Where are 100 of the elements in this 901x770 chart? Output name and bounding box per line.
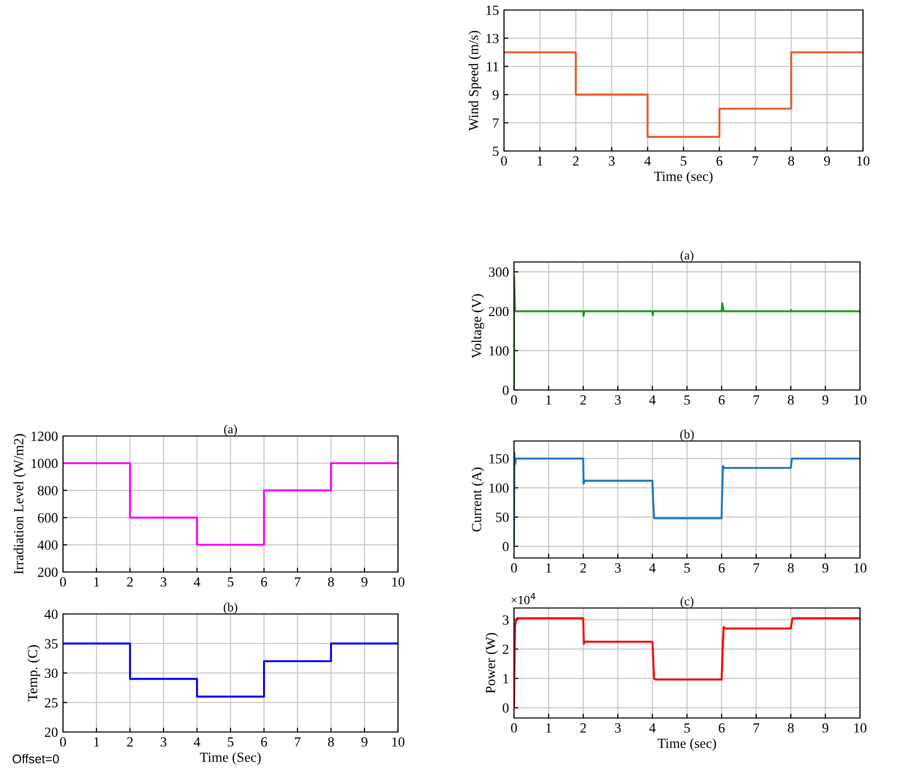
x-tick-label: 1	[94, 737, 100, 746]
x-tick-label: 0	[511, 395, 517, 405]
y-tick-label: 0	[502, 386, 509, 395]
x-tick-label: 3	[608, 156, 615, 166]
x-tick-label: 2	[580, 723, 586, 732]
x-tick-label: 2	[580, 395, 586, 404]
x-tick-label: 4	[649, 563, 656, 572]
x-tick-label: 6	[261, 737, 268, 747]
x-tick-label: 9	[822, 395, 828, 405]
y-axis-title: Current (A)	[472, 468, 484, 532]
x-tick-label: 5	[228, 737, 234, 747]
x-tick-label: 1	[538, 156, 543, 166]
x-tick-label: 6	[718, 563, 725, 573]
y-tick-label: 600	[38, 513, 58, 523]
x-tick-label: 9	[361, 737, 368, 747]
x-tick-label: 4	[194, 737, 200, 746]
y-tick-label: 20	[44, 728, 58, 737]
y-axis-title: Temp. (C)	[27, 645, 40, 702]
x-tick-label: 1	[94, 577, 100, 586]
y-tick-label: 300	[488, 267, 509, 277]
x-tick-label: 7	[754, 395, 760, 404]
line-series	[514, 617, 860, 709]
y-tick-label: 1000	[32, 458, 58, 468]
x-tick-label: 8	[788, 723, 794, 733]
y-tick-label: 0	[502, 703, 509, 713]
x-tick-label: 4	[194, 577, 200, 586]
x-tick-label: 5	[684, 563, 690, 573]
y-tick-label: 1	[503, 674, 508, 684]
x-tick-label: 9	[361, 577, 368, 587]
text: Offset=0	[12, 754, 59, 764]
x-tick-label: 5	[684, 723, 690, 733]
x-tick-label: 9	[824, 156, 830, 166]
x-tick-label: 7	[294, 577, 301, 586]
y-tick-label: 15	[486, 6, 499, 15]
y-tick-label: 2	[502, 644, 508, 654]
x-tick-label: 2	[127, 737, 133, 746]
x-tick-label: 4	[649, 723, 656, 732]
x-tick-label: 1	[546, 723, 552, 732]
x-tick-label: 6	[261, 577, 268, 587]
x-tick-label: 8	[788, 395, 794, 405]
chart-title: (a)	[224, 424, 237, 436]
x-tick-label: 0	[60, 737, 66, 747]
x-tick-label: 6	[718, 395, 725, 405]
y-tick-label: 7	[493, 118, 499, 128]
x-tick-label: 10	[857, 156, 870, 166]
y-tick-label: 100	[490, 346, 509, 356]
y-tick-label: 25	[44, 698, 58, 708]
x-tick-label: 7	[754, 563, 760, 572]
y-tick-label: 200	[38, 568, 58, 577]
x-tick-label: 2	[580, 563, 586, 572]
x-tick-label: 10	[854, 723, 866, 733]
x-tick-label: 3	[160, 737, 166, 747]
x-tick-label: 3	[614, 563, 621, 573]
x-tick-label: 6	[716, 156, 722, 166]
x-tick-label: 0	[60, 577, 66, 587]
x-tick-label: 7	[754, 723, 760, 732]
x-tick-label: 1	[546, 395, 552, 404]
y-tick-label: 40	[44, 610, 58, 619]
x-tick-label: 10	[392, 737, 404, 747]
y-axis-title: Wind Speed (m/s)	[468, 30, 482, 131]
x-tick-label: 8	[788, 156, 794, 166]
x-tick-label: 9	[822, 563, 828, 573]
y-tick-label: 35	[44, 639, 58, 648]
x-tick-label: 8	[788, 563, 794, 573]
x-tick-label: 8	[328, 577, 334, 587]
x-tick-label: 6	[718, 723, 725, 733]
chart-title: (b)	[680, 430, 694, 441]
y-tick-label: 150	[490, 454, 509, 464]
y-tick-label: 3	[502, 615, 509, 625]
x-tick-label: 7	[752, 156, 758, 166]
x-tick-label: 4	[644, 156, 651, 166]
y-tick-label: 200	[488, 306, 509, 316]
x-axis-title: Time (sec)	[654, 171, 713, 184]
x-tick-label: 0	[511, 563, 517, 573]
x-tick-label: 0	[511, 723, 517, 733]
y-tick-label: 100	[490, 483, 509, 493]
x-tick-label: 9	[822, 723, 828, 733]
y-tick-label: 0	[502, 542, 509, 552]
y-tick-label: 1200	[32, 432, 58, 441]
x-tick-label: 2	[572, 156, 579, 166]
x-tick-label: 1	[546, 563, 552, 572]
x-tick-label: 10	[392, 577, 404, 587]
x-tick-label: 3	[614, 723, 621, 733]
y-axis-title: Voltage (V)	[472, 294, 484, 358]
y-tick-label: 11	[486, 62, 498, 72]
y-tick-label: 13	[486, 34, 499, 44]
x-tick-label: 5	[680, 156, 686, 166]
y-tick-label: 50	[496, 512, 509, 522]
y-axis-title: Power (W)	[485, 632, 498, 694]
y-axis-title: Irradiation Level (W/m2)	[14, 434, 26, 574]
x-tick-label: 8	[328, 737, 334, 747]
y-tick-label: 800	[38, 486, 58, 496]
line-series	[514, 452, 860, 548]
chart-title: (b)	[224, 602, 238, 614]
x-tick-label: 5	[684, 395, 690, 405]
x-tick-label: 4	[649, 395, 656, 404]
y-tick-label: 9	[492, 90, 499, 100]
chart-title: (a)	[680, 250, 694, 262]
x-axis-title: Time (sec)	[658, 738, 716, 751]
x-tick-label: 3	[614, 395, 621, 405]
